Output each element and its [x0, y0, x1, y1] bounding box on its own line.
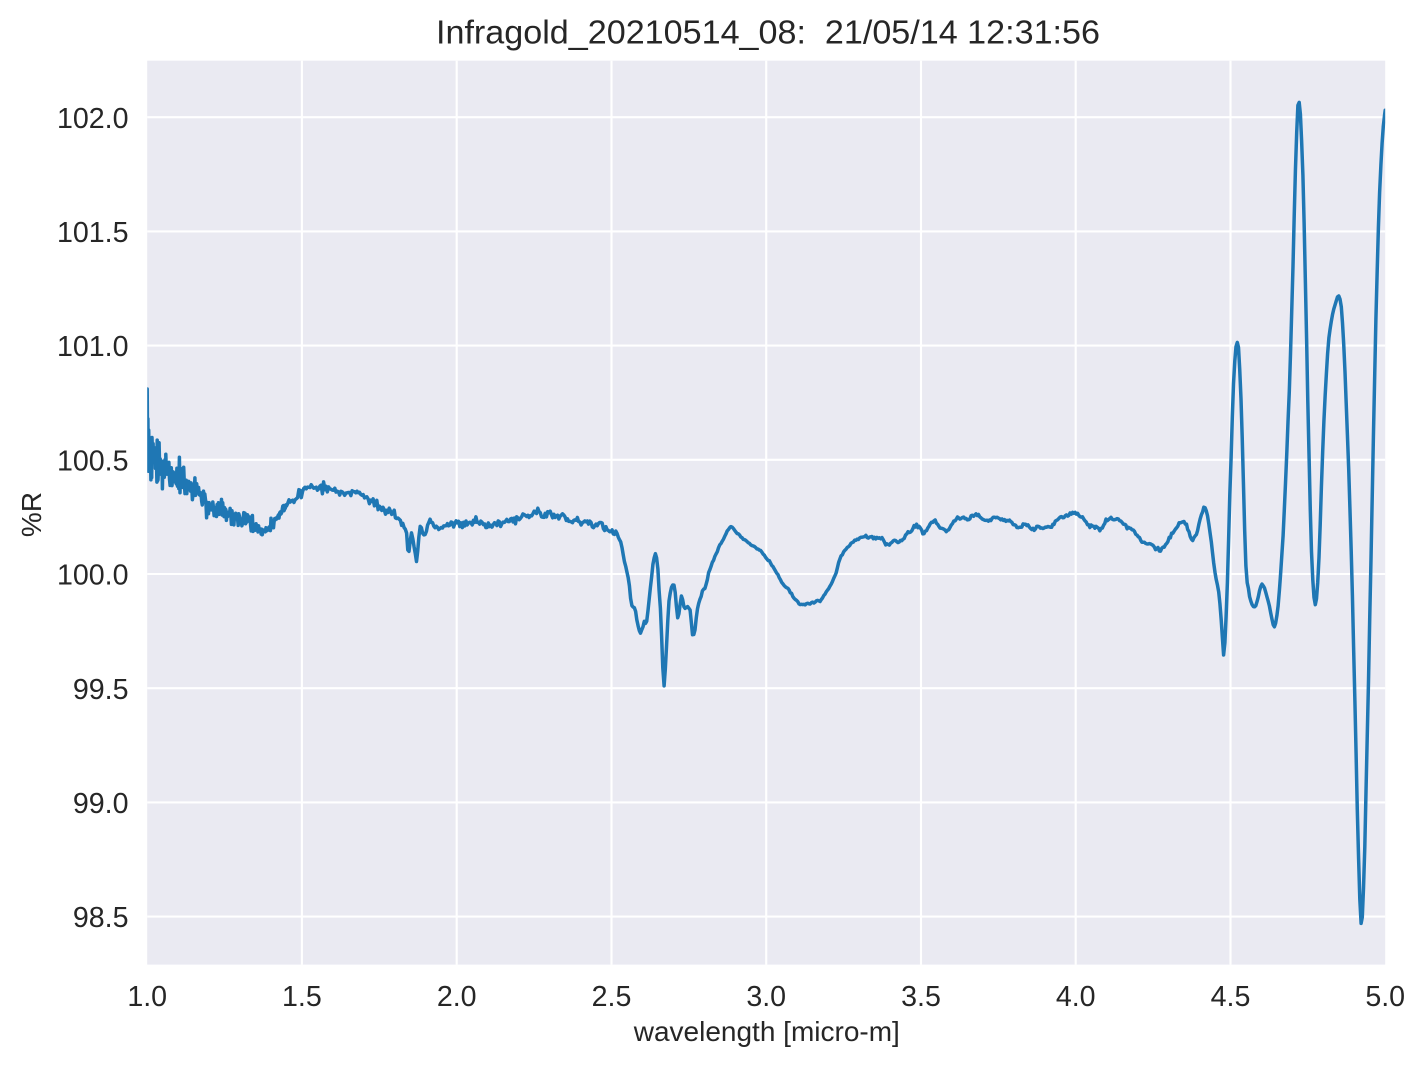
svg-text:2.0: 2.0 [437, 981, 477, 1013]
svg-text:99.5: 99.5 [73, 674, 129, 706]
svg-text:101.0: 101.0 [57, 331, 129, 363]
svg-text:101.5: 101.5 [57, 217, 129, 249]
svg-text:3.5: 3.5 [901, 981, 941, 1013]
svg-text:100.5: 100.5 [57, 445, 129, 477]
svg-text:Infragold_20210514_08: 21/05/: Infragold_20210514_08: 21/05/14 12:31:56 [436, 14, 1100, 51]
svg-text:4.5: 4.5 [1211, 981, 1251, 1013]
svg-text:4.0: 4.0 [1056, 981, 1096, 1013]
svg-text:100.0: 100.0 [57, 560, 129, 592]
svg-text:1.0: 1.0 [127, 981, 167, 1013]
svg-text:2.5: 2.5 [592, 981, 632, 1013]
svg-text:99.0: 99.0 [73, 788, 129, 820]
svg-text:%R: %R [16, 492, 47, 537]
svg-text:3.0: 3.0 [746, 981, 786, 1013]
svg-text:1.5: 1.5 [282, 981, 322, 1013]
svg-text:5.0: 5.0 [1365, 981, 1405, 1013]
svg-text:wavelength [micro-m]: wavelength [micro-m] [633, 1016, 900, 1047]
svg-text:102.0: 102.0 [57, 103, 129, 135]
svg-text:98.5: 98.5 [73, 902, 129, 934]
